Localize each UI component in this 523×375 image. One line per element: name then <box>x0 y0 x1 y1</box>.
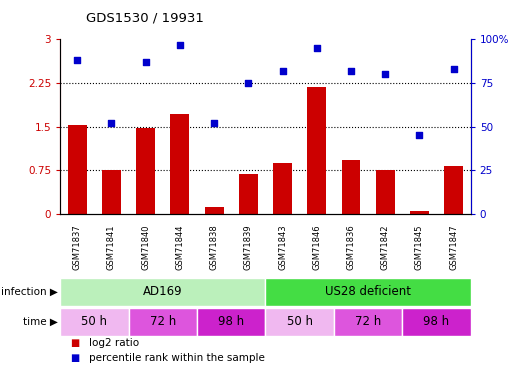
Bar <box>266 278 471 306</box>
Text: 72 h: 72 h <box>355 315 381 328</box>
Text: GSM71843: GSM71843 <box>278 225 287 270</box>
Bar <box>204 207 223 214</box>
Point <box>244 80 253 86</box>
Text: 98 h: 98 h <box>218 315 244 328</box>
Bar <box>266 308 334 336</box>
Bar <box>197 308 266 336</box>
Text: GSM71836: GSM71836 <box>346 225 356 270</box>
Text: GSM71840: GSM71840 <box>141 225 150 270</box>
Bar <box>444 166 463 214</box>
Text: GSM71838: GSM71838 <box>210 225 219 270</box>
Text: GSM71839: GSM71839 <box>244 225 253 270</box>
Point <box>73 57 82 63</box>
Bar <box>308 87 326 214</box>
Bar <box>129 308 197 336</box>
Text: GSM71837: GSM71837 <box>73 225 82 270</box>
Text: ■: ■ <box>71 353 80 363</box>
Text: infection ▶: infection ▶ <box>1 287 58 297</box>
Bar <box>170 114 189 214</box>
Bar <box>60 278 265 306</box>
Point <box>210 120 218 126</box>
Text: GSM71846: GSM71846 <box>312 225 321 270</box>
Point <box>313 45 321 51</box>
Bar <box>342 160 360 214</box>
Text: 50 h: 50 h <box>82 315 107 328</box>
Point <box>347 68 355 74</box>
Bar <box>376 170 394 214</box>
Point <box>107 120 116 126</box>
Bar <box>410 211 429 214</box>
Text: time ▶: time ▶ <box>22 317 58 327</box>
Text: GSM71841: GSM71841 <box>107 225 116 270</box>
Text: GSM71842: GSM71842 <box>381 225 390 270</box>
Bar <box>239 174 258 214</box>
Bar <box>60 308 129 336</box>
Text: GSM71844: GSM71844 <box>175 225 185 270</box>
Text: percentile rank within the sample: percentile rank within the sample <box>89 353 265 363</box>
Text: 98 h: 98 h <box>424 315 450 328</box>
Text: GSM71847: GSM71847 <box>449 225 458 270</box>
Bar <box>137 128 155 214</box>
Bar <box>402 308 471 336</box>
Point <box>278 68 287 74</box>
Text: log2 ratio: log2 ratio <box>89 338 139 348</box>
Bar <box>102 170 121 214</box>
Bar <box>334 308 402 336</box>
Text: AD169: AD169 <box>143 285 183 298</box>
Text: ■: ■ <box>71 338 80 348</box>
Point <box>449 66 458 72</box>
Text: US28 deficient: US28 deficient <box>325 285 411 298</box>
Bar <box>68 125 87 214</box>
Bar <box>273 163 292 214</box>
Text: 50 h: 50 h <box>287 315 313 328</box>
Text: 72 h: 72 h <box>150 315 176 328</box>
Point <box>142 59 150 65</box>
Point <box>176 42 184 48</box>
Text: GDS1530 / 19931: GDS1530 / 19931 <box>86 11 204 24</box>
Point <box>381 71 389 77</box>
Text: GSM71845: GSM71845 <box>415 225 424 270</box>
Point <box>415 132 424 138</box>
